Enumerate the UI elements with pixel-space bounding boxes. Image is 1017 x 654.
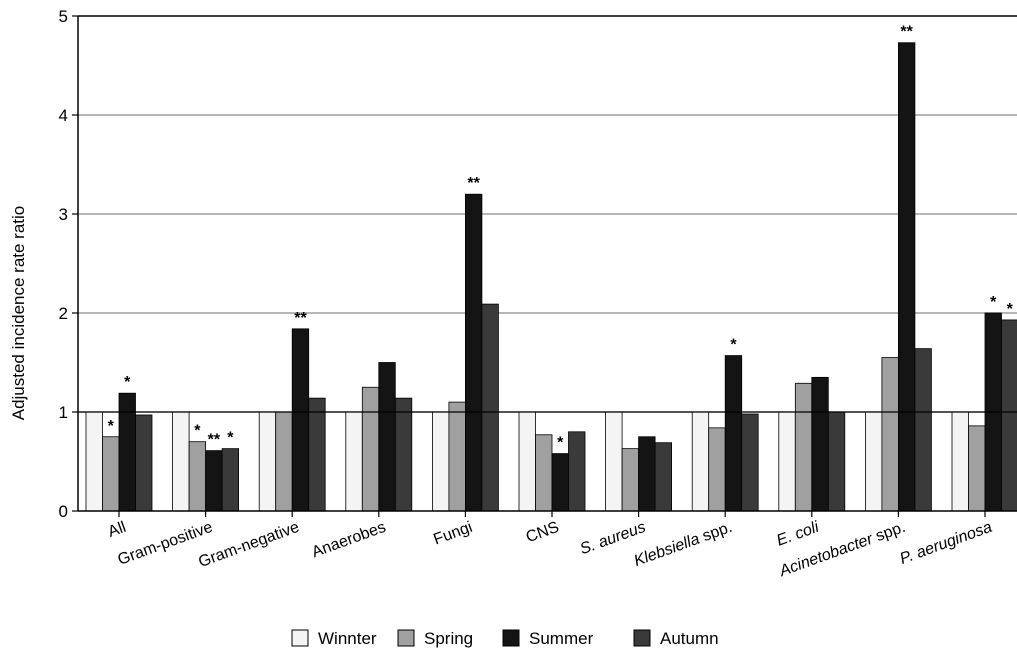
y-tick-label: 1 <box>59 403 68 422</box>
x-tick-label-3: Anaerobes <box>310 519 389 561</box>
bar-winnter-7 <box>691 411 710 512</box>
x-tick-label-part: E. coli <box>774 519 821 550</box>
bar-spring-4 <box>448 401 466 512</box>
bar-spring-3 <box>361 386 380 512</box>
x-tick-label-part: CNS <box>524 519 562 547</box>
bar-autumn-3 <box>394 397 413 512</box>
bar-spring-10 <box>968 425 986 512</box>
bar-summer-1 <box>205 450 223 512</box>
bar-summer-2 <box>291 328 310 512</box>
x-tick-label-5: CNS <box>524 519 562 547</box>
bar-summer-7 <box>724 355 743 512</box>
significance-marker: ** <box>467 175 480 192</box>
y-tick-label: 2 <box>59 304 68 323</box>
bar-winnter-8 <box>778 411 796 512</box>
bar-autumn-4 <box>481 303 499 512</box>
bar-autumn-0 <box>135 414 153 512</box>
y-tick-label: 0 <box>59 502 68 521</box>
bar-winnter-10 <box>951 411 969 512</box>
bar-winnter-2 <box>258 411 277 512</box>
x-tick-label-7: Klebsiella spp. <box>632 519 735 570</box>
bar-spring-1 <box>188 441 207 512</box>
bar-spring-8 <box>794 382 813 512</box>
y-tick-label: 3 <box>59 205 68 224</box>
significance-marker: * <box>1007 301 1014 318</box>
significance-marker: ** <box>294 310 307 327</box>
bar-spring-2 <box>275 411 293 512</box>
bar-autumn-8 <box>827 411 846 512</box>
x-tick-label-2: Gram-negative <box>196 519 301 571</box>
y-axis-title: Adjusted incidence rate ratio <box>9 206 28 421</box>
bar-spring-6 <box>621 448 639 512</box>
legend-label-summer: Summer <box>529 629 594 648</box>
x-tick-label-part: spp. <box>696 519 734 547</box>
bar-spring-0 <box>102 436 120 512</box>
bar-summer-3 <box>378 362 396 512</box>
bar-winnter-5 <box>518 411 536 512</box>
bar-autumn-6 <box>654 442 672 512</box>
bar-spring-9 <box>881 357 899 512</box>
x-tick-label-8: E. coli <box>774 519 821 550</box>
bar-spring-7 <box>708 427 726 512</box>
bar-autumn-7 <box>741 413 759 512</box>
bar-autumn-10 <box>1001 319 1017 512</box>
bar-autumn-5 <box>568 431 586 512</box>
bar-winnter-3 <box>345 411 363 512</box>
significance-marker: * <box>194 423 201 440</box>
bar-winnter-9 <box>865 411 883 512</box>
significance-marker: * <box>108 418 115 435</box>
y-tick-labels: 0 1 2 3 4 5 <box>59 7 78 521</box>
legend-label-spring: Spring <box>424 629 473 648</box>
y-tick-label: 4 <box>59 106 68 125</box>
significance-marker: * <box>124 374 131 391</box>
bar-autumn-2 <box>308 397 326 512</box>
x-tick-label-part: spp. <box>869 519 907 547</box>
bar-summer-6 <box>638 436 656 512</box>
legend-swatch-spring <box>397 629 415 647</box>
bars <box>85 42 1017 512</box>
bar-summer-5 <box>551 453 569 512</box>
bar-summer-4 <box>464 193 483 512</box>
x-tick-label-4: Fungi <box>431 519 474 549</box>
x-tick-label-part: Gram-negative <box>196 519 301 571</box>
axes <box>77 15 1017 512</box>
grid-lines <box>78 114 1017 413</box>
bar-winnter-4 <box>431 411 450 512</box>
legend-label-winnter: Winnter <box>318 629 377 648</box>
x-tick-label-part: Anaerobes <box>310 519 389 561</box>
significance-marker: * <box>730 337 737 354</box>
legend: Winnter Spring Summer Autumn <box>291 629 719 648</box>
x-tick-label-10: P. aeruginosa <box>898 519 995 568</box>
bar-summer-8 <box>811 376 829 512</box>
legend-label-autumn: Autumn <box>660 629 719 648</box>
x-tick-label-0: All <box>106 519 129 541</box>
significance-marker: * <box>557 435 564 452</box>
significance-marker: * <box>227 430 234 447</box>
bar-autumn-1 <box>221 448 240 512</box>
bar-spring-5 <box>535 434 553 512</box>
legend-swatch-winnter <box>291 629 309 647</box>
significance-marker: * <box>990 294 997 311</box>
x-tick-label-part: All <box>106 519 129 541</box>
bar-autumn-9 <box>914 348 932 512</box>
significance-markers: ***** ********** * <box>108 24 1014 452</box>
x-tick-label-part: P. aeruginosa <box>898 519 995 568</box>
bar-winnter-6 <box>605 411 623 512</box>
legend-swatch-summer <box>502 629 520 647</box>
legend-swatch-autumn <box>633 629 651 647</box>
x-tick-label-part: Fungi <box>431 519 474 549</box>
bar-winnter-1 <box>172 411 190 512</box>
y-tick-label: 5 <box>59 7 68 26</box>
bar-summer-0 <box>118 392 136 512</box>
bar-winnter-0 <box>85 411 103 512</box>
significance-marker: ** <box>208 432 221 449</box>
bar-summer-9 <box>898 42 916 512</box>
significance-marker: ** <box>900 24 913 41</box>
